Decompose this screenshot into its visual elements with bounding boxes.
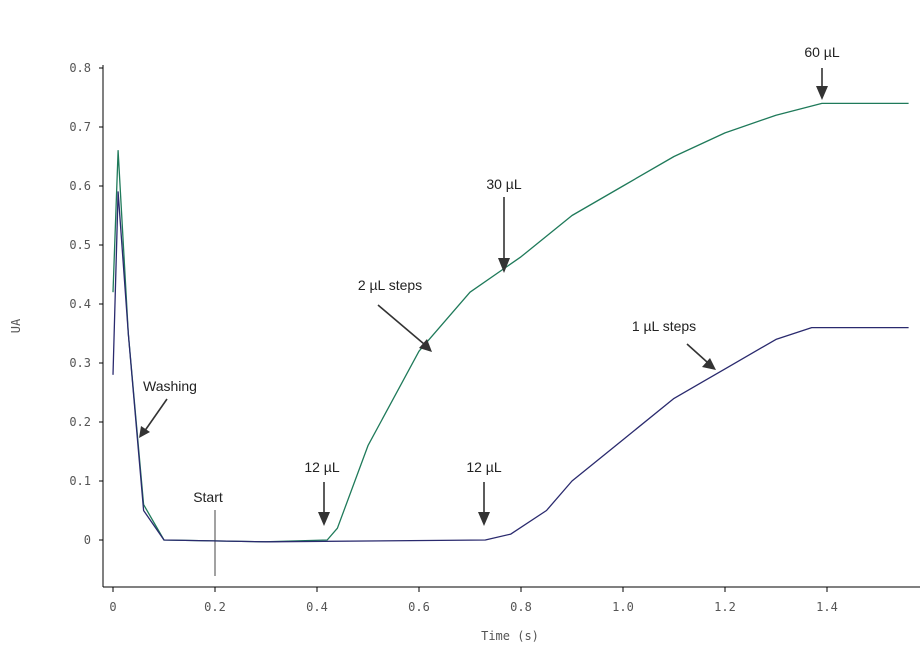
- y-tick-label: 0.7: [69, 120, 91, 134]
- series-line-1: [112, 102, 909, 543]
- annotation-12ul-left: 12 µL: [304, 459, 340, 475]
- x-tick-label: 0.4: [306, 600, 328, 614]
- y-tick-label: 0.2: [69, 415, 91, 429]
- annotation-arrows: [139, 68, 828, 526]
- y-tick-label: 0.5: [69, 238, 91, 252]
- y-tick-label: 0.8: [69, 61, 91, 75]
- y-tick-label: 0.1: [69, 474, 91, 488]
- washing-arrowhead: [139, 426, 150, 438]
- arrowhead-12ul-left: [318, 512, 330, 526]
- annotation-washing: Washing: [143, 378, 197, 394]
- y-ticks: 0 0.1 0.2 0.3 0.4 0.5 0.6 0.7 0.8: [69, 61, 103, 547]
- x-axis-label: Time (s): [481, 629, 539, 643]
- annotation-2ul-steps: 2 µL steps: [358, 277, 422, 293]
- annotation-60ul: 60 µL: [804, 44, 840, 60]
- x-tick-label: 0.2: [204, 600, 226, 614]
- washing-arrow: [143, 398, 168, 433]
- x-ticks: 0 0.2 0.4 0.6 0.8 1.0 1.2 1.4: [109, 587, 838, 614]
- annotation-1ul-steps: 1 µL steps: [632, 318, 696, 334]
- series-line-2: [112, 191, 909, 543]
- x-tick-label: 1.4: [816, 600, 838, 614]
- x-tick-label: 1.0: [612, 600, 634, 614]
- x-tick-label: 1.2: [714, 600, 736, 614]
- x-tick-label: 0.6: [408, 600, 430, 614]
- arrowhead-30ul: [498, 258, 510, 273]
- series-group: [112, 102, 909, 543]
- arrow-2ul-steps: [377, 304, 425, 345]
- arrowhead-1ul-steps: [702, 358, 716, 370]
- annotation-30ul: 30 µL: [486, 176, 522, 192]
- y-tick-label: 0.6: [69, 179, 91, 193]
- arrowhead-60ul: [816, 86, 828, 100]
- arrowhead-2ul-steps: [419, 339, 432, 352]
- annotation-start: Start: [193, 489, 223, 505]
- x-tick-label: 0.8: [510, 600, 532, 614]
- y-tick-label: 0.4: [69, 297, 91, 311]
- x-tick-label: 0: [109, 600, 116, 614]
- y-axis-label: UA: [9, 318, 23, 333]
- y-tick-label: 0: [84, 533, 91, 547]
- annotation-12ul-right: 12 µL: [466, 459, 502, 475]
- y-tick-label: 0.3: [69, 356, 91, 370]
- arrowhead-12ul-right: [478, 512, 490, 526]
- arrow-1ul-steps: [686, 343, 708, 363]
